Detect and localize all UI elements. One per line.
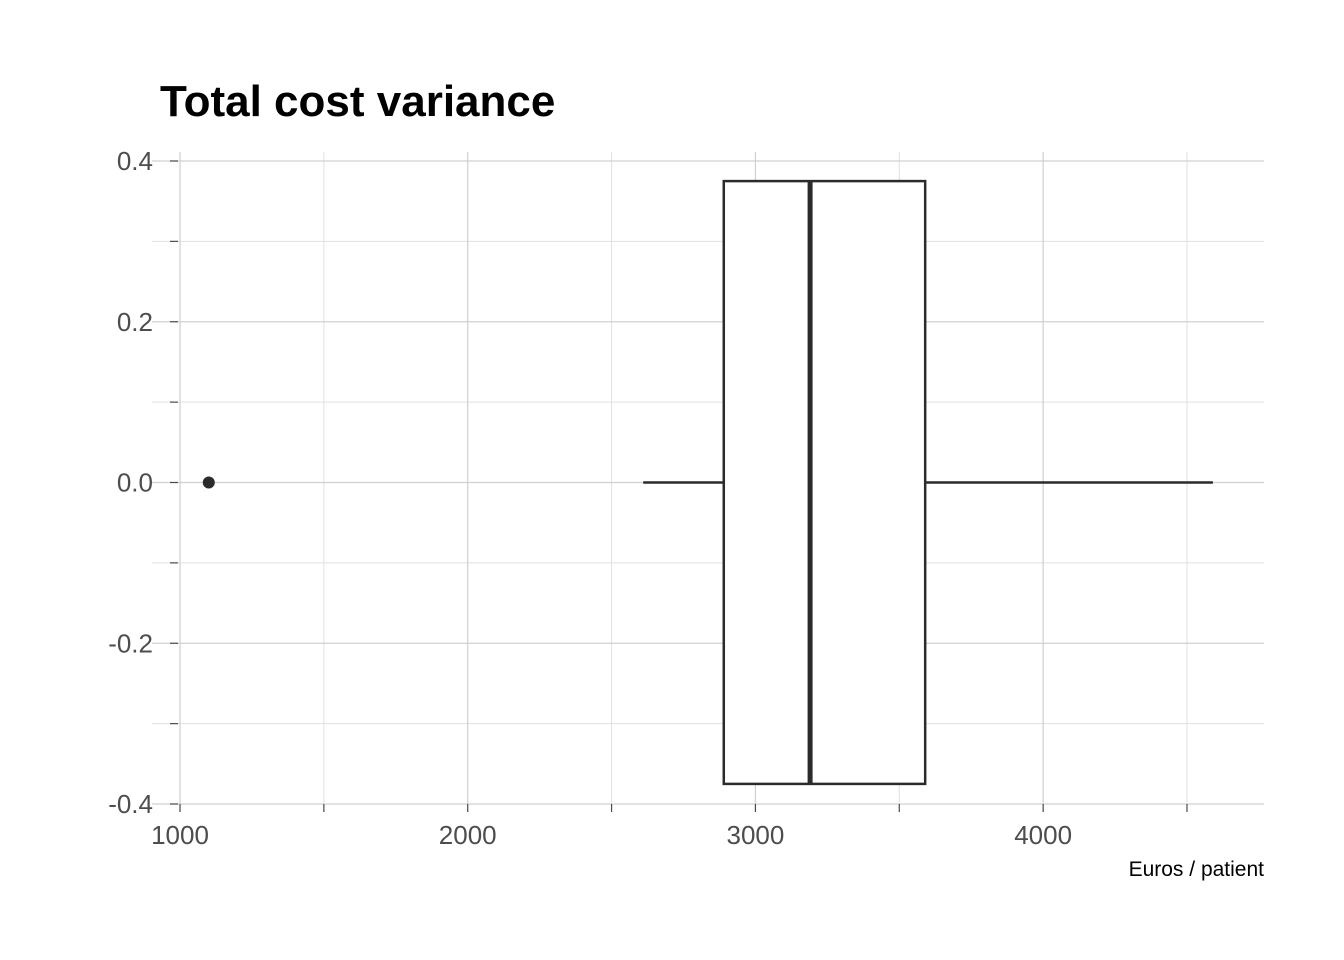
boxplot: [202, 179, 1213, 786]
x-tick-label: 4000: [1014, 820, 1072, 850]
y-tick-label: 0.4: [117, 146, 153, 176]
axis-ticks: [170, 160, 1188, 812]
x-tick-label: 1000: [151, 820, 209, 850]
y-tick-label: 0.2: [117, 307, 153, 337]
interquartile-box: [722, 179, 927, 786]
chart-title: Total cost variance: [160, 77, 555, 126]
outlier-point: [202, 476, 215, 489]
y-tick-label: 0.0: [117, 468, 153, 498]
y-axis-tick-labels: -0.4 -0.2 0.0 0.2 0.4: [108, 146, 153, 819]
x-tick-label: 3000: [727, 820, 785, 850]
y-tick-label: -0.4: [108, 789, 153, 819]
x-tick-label: 2000: [439, 820, 497, 850]
x-axis-title: Euros / patient: [1129, 858, 1265, 881]
y-tick-label: -0.2: [108, 628, 153, 658]
x-axis-tick-labels: 1000 2000 3000 4000: [151, 820, 1072, 850]
